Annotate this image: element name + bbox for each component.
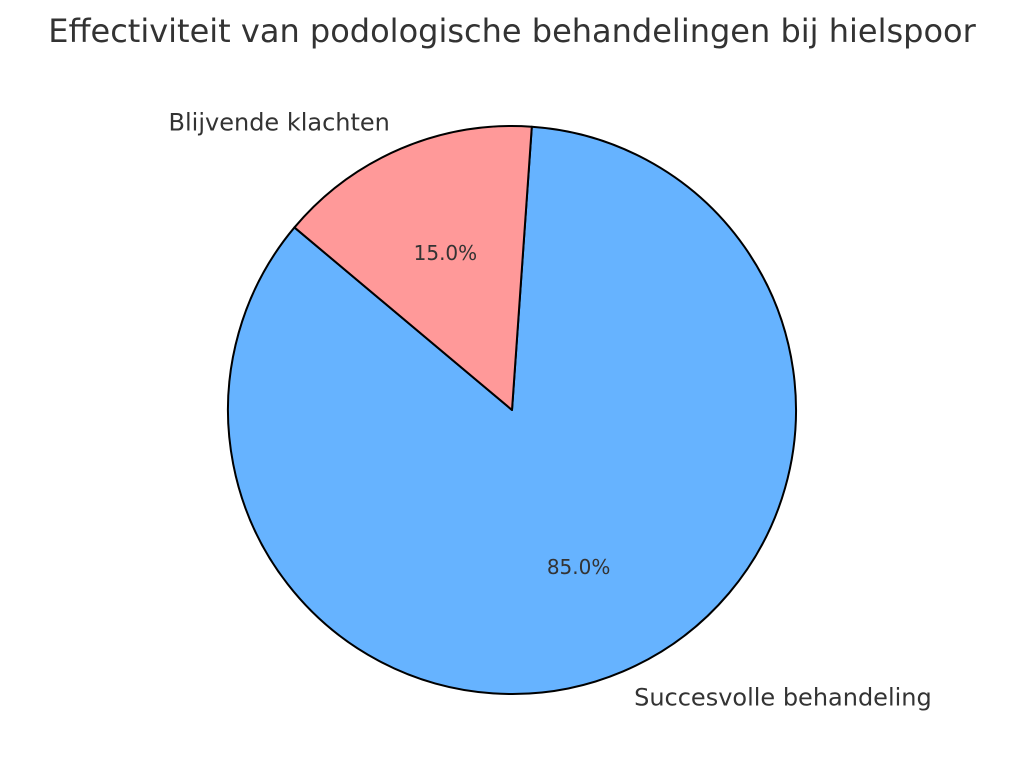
pct-label-blijvende-klachten: 15.0% xyxy=(414,241,478,265)
pie-slices xyxy=(227,125,797,695)
slice-label-succesvolle-behandeling: Succesvolle behandeling xyxy=(634,684,932,712)
pct-label-succesvolle-behandeling: 85.0% xyxy=(547,555,611,579)
pie-slice-blijvende-klachten xyxy=(293,125,533,411)
slice-label-blijvende-klachten: Blijvende klachten xyxy=(169,108,390,136)
pie-labels: 85.0% Succesvolle behandeling 15.0% Blijven… xyxy=(169,108,932,711)
chart-title: Effectiviteit van podologische behandeli… xyxy=(48,12,976,50)
